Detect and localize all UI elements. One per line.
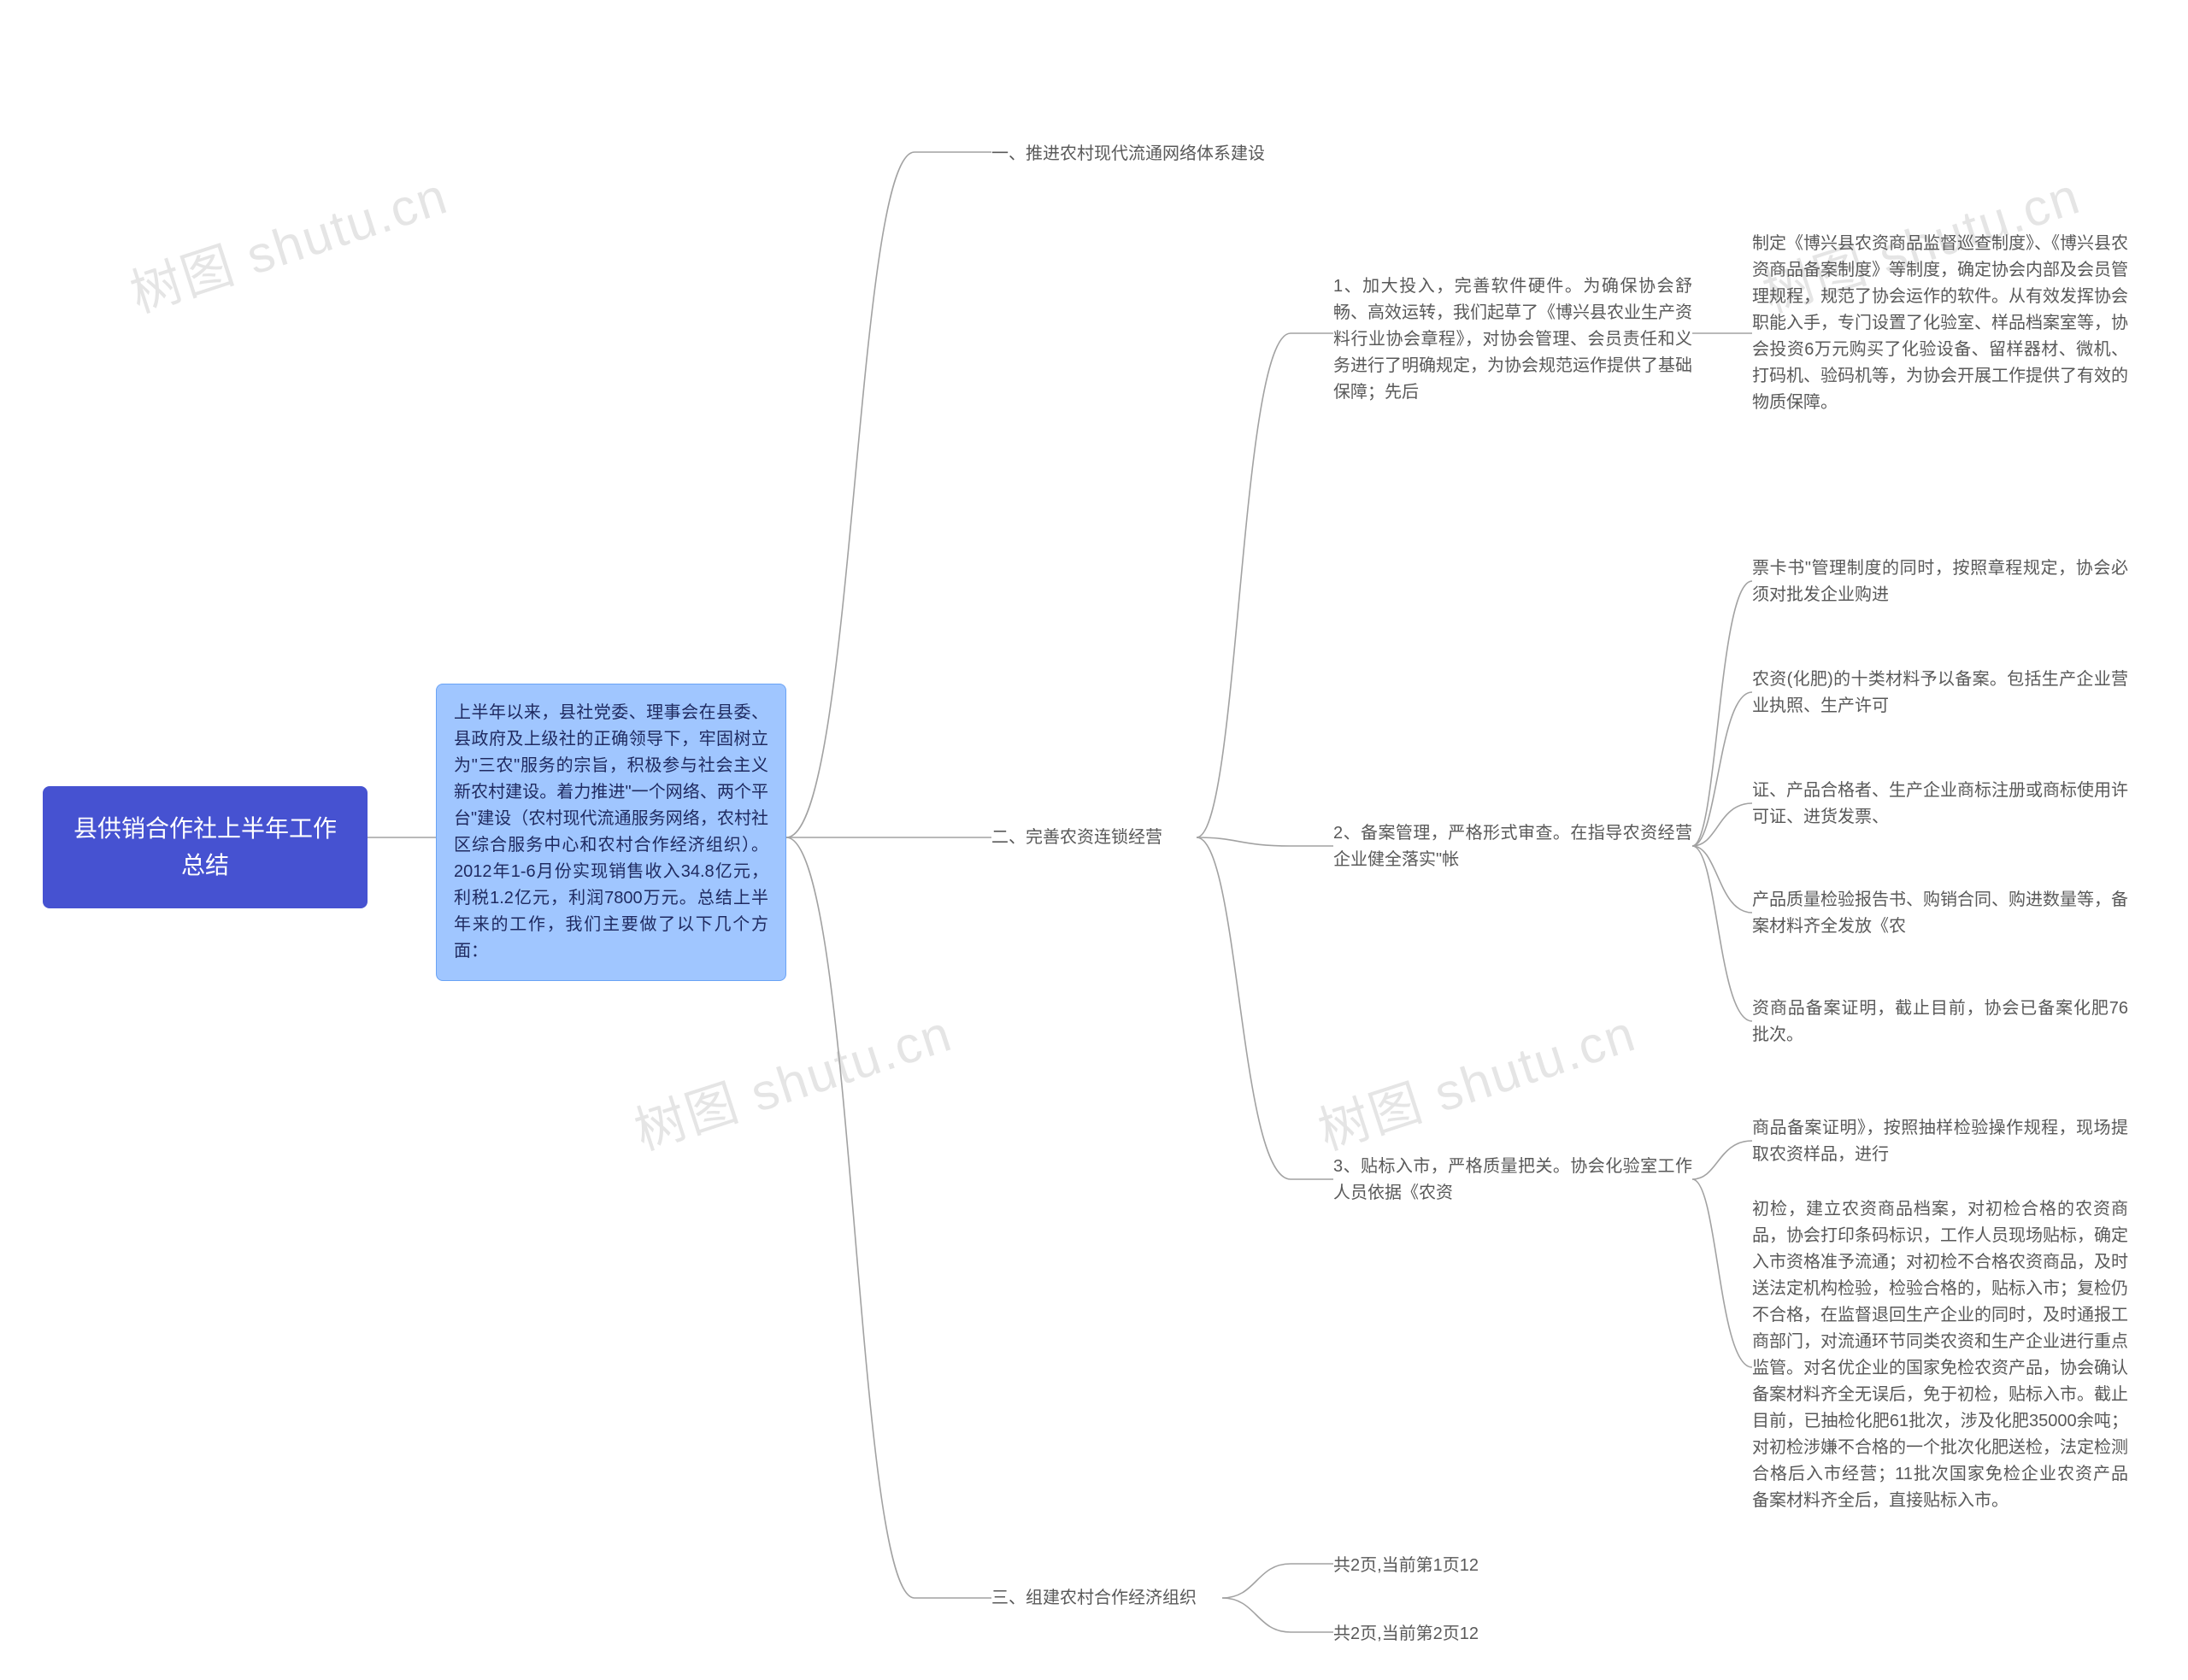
s2-item-3-d2: 初检，建立农资商品档案，对初检合格的农资商品，协会打印条码标识，工作人员现场贴标… (1752, 1196, 2128, 1514)
s2-item-2-d2: 农资(化肥)的十类材料予以备案。包括生产企业营业执照、生产许可 (1752, 667, 2128, 720)
s2-item-2-d3: 证、产品合格者、生产企业商标注册或商标使用许可证、进货发票、 (1752, 778, 2128, 831)
section-2[interactable]: 二、完善农资连锁经营 (991, 825, 1197, 851)
watermark: 树图 shutu.cn (624, 992, 961, 1165)
s2-item-2-d4: 产品质量检验报告书、购销合同、购进数量等，备案材料齐全发放《农 (1752, 887, 2128, 940)
s3-page-1[interactable]: 共2页,当前第1页12 (1333, 1553, 1556, 1579)
watermark: 树图 shutu.cn (1308, 992, 1644, 1165)
section-3[interactable]: 三、组建农村合作经济组织 (991, 1585, 1231, 1612)
watermark: 树图 shutu.cn (120, 155, 456, 327)
s2-item-2-d1: 票卡书"管理制度的同时，按照章程规定，协会必须对批发企业购进 (1752, 555, 2128, 608)
s2-item-1[interactable]: 1、加大投入，完善软件硬件。为确保协会舒畅、高效运转，我们起草了《博兴县农业生产… (1333, 273, 1692, 406)
s3-page-2[interactable]: 共2页,当前第2页12 (1333, 1621, 1556, 1648)
s2-item-2[interactable]: 2、备案管理，严格形式审查。在指导农资经营企业健全落实"帐 (1333, 820, 1692, 873)
s2-item-3[interactable]: 3、贴标入市，严格质量把关。协会化验室工作人员依据《农资 (1333, 1154, 1692, 1207)
s2-item-3-d1: 商品备案证明》，按照抽样检验操作规程，现场提取农资样品，进行 (1752, 1115, 2128, 1168)
intro-node[interactable]: 上半年以来，县社党委、理事会在县委、县政府及上级社的正确领导下，牢固树立为"三农… (436, 684, 786, 981)
root-node[interactable]: 县供销合作社上半年工作总结 (43, 786, 368, 908)
s2-item-2-d5: 资商品备案证明，截止目前，协会已备案化肥76批次。 (1752, 996, 2128, 1049)
section-1[interactable]: 一、推进农村现代流通网络体系建设 (991, 141, 1350, 167)
s2-item-1-detail: 制定《博兴县农资商品监督巡查制度》、《博兴县农资商品备案制度》等制度，确定协会内… (1752, 231, 2128, 416)
